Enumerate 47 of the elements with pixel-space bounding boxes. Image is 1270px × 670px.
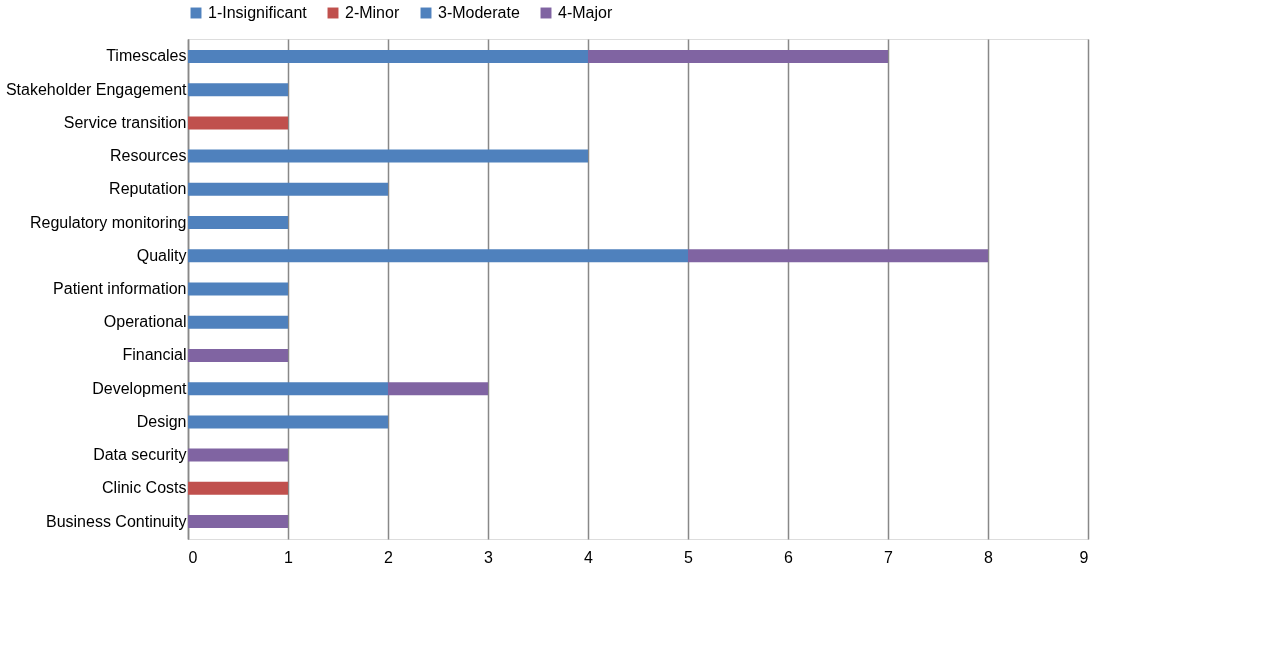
y-tick-label: Data security (93, 446, 187, 464)
y-tick-label: Design (136, 412, 187, 430)
x-tick-label: 0 (188, 548, 198, 566)
y-tick-label: Business Continuity (45, 512, 187, 530)
x-tick-label: 9 (1079, 548, 1089, 566)
x-tick-label: 7 (884, 548, 894, 566)
legend-label: 3-Moderate (438, 4, 520, 21)
y-tick-label: Timescales (106, 47, 187, 65)
bar (588, 49, 888, 63)
x-tick-label: 5 (684, 548, 694, 566)
bar (188, 182, 388, 196)
bar (188, 315, 288, 329)
x-tick-label: 6 (784, 548, 794, 566)
y-tick-label: Clinic Costs (102, 479, 187, 497)
x-tick-label: 2 (384, 548, 394, 566)
y-tick-label: Quality (136, 246, 187, 264)
bar (388, 382, 488, 396)
bar (188, 382, 388, 396)
y-tick-label: Development (92, 379, 188, 397)
legend-label: 2-Minor (345, 4, 400, 21)
bar (188, 49, 588, 63)
y-tick-label: Stakeholder Engagement (5, 80, 188, 98)
bar (188, 149, 588, 163)
y-tick-label: Resources (110, 147, 187, 165)
bar (688, 249, 988, 263)
x-tick-label: 8 (984, 548, 994, 566)
legend-label: 1-Insignificant (208, 4, 308, 21)
bar (188, 116, 288, 130)
bar (188, 216, 288, 230)
bar (188, 249, 688, 263)
y-tick-label: Regulatory monitoring (29, 213, 187, 231)
x-tick-label: 3 (484, 548, 494, 566)
bar (188, 83, 288, 97)
y-tick-label: Operational (103, 313, 187, 331)
y-tick-label: Reputation (109, 180, 187, 198)
bar (188, 282, 288, 296)
y-tick-label: Patient information (53, 280, 187, 297)
x-tick-label: 4 (584, 548, 594, 566)
y-tick-label: Financial (122, 346, 187, 364)
bar (188, 481, 288, 495)
y-tick-label: Service transition (63, 113, 187, 131)
bar (188, 515, 288, 529)
x-tick-label: 1 (284, 548, 294, 566)
bar (188, 448, 288, 462)
bar (188, 348, 288, 362)
legend-label: 4-Major (558, 4, 613, 21)
bar (188, 415, 388, 429)
